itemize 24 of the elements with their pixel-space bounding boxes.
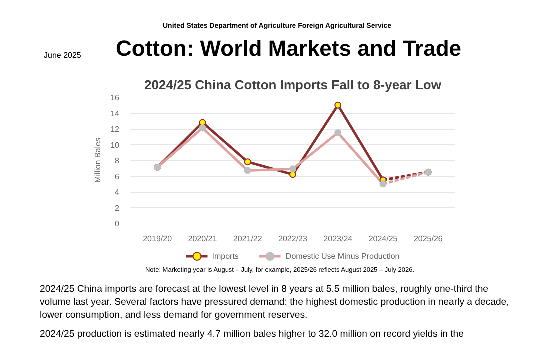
x-tick-label: 2021/22 <box>233 234 263 244</box>
x-tick-label: 2024/25 <box>368 234 398 244</box>
y-tick-label: 0 <box>115 220 120 228</box>
chart-title: 2024/25 China Cotton Imports Fall to 8-year Low <box>144 78 442 92</box>
x-tick-label: 2020/21 <box>188 234 218 244</box>
y-tick-label: 16 <box>110 94 120 102</box>
x-tick-label: 2019/20 <box>143 234 173 244</box>
y-axis-title: Million Bales <box>94 138 103 183</box>
y-tick-label: 4 <box>115 188 120 197</box>
y-tick-label: 10 <box>110 140 120 150</box>
text: 2024/25 production is estimated nearly 4.7 million bales higher to 32.0 million on record yields in the <box>40 328 465 342</box>
x-tick-label: 2022/23 <box>278 234 308 244</box>
y-tick-label: 8 <box>115 156 120 166</box>
x-tick-label: 2025/26 <box>414 234 444 244</box>
y-tick-label: 12 <box>110 125 120 134</box>
text: Cotton: World Markets and Trade <box>116 35 462 63</box>
y-tick-label: 6 <box>115 172 120 182</box>
y-tick-label: 14 <box>110 109 120 118</box>
text: 2024/25 China imports are forecast at the lowest level in 8 years at 5.5 million bales, roughly one-third the volume last year. Several factors have pressured demand: the highest domestic production in nearly a decade, lower consumption, and less demand for government reserves. <box>40 283 510 322</box>
legend-label: Domestic Use Minus Production <box>286 252 400 260</box>
legend-label: Imports <box>212 252 239 260</box>
y-tick-label: 2 <box>115 204 120 213</box>
text: June 2025 <box>44 50 82 62</box>
x-tick-label: 2023/24 <box>324 234 354 244</box>
